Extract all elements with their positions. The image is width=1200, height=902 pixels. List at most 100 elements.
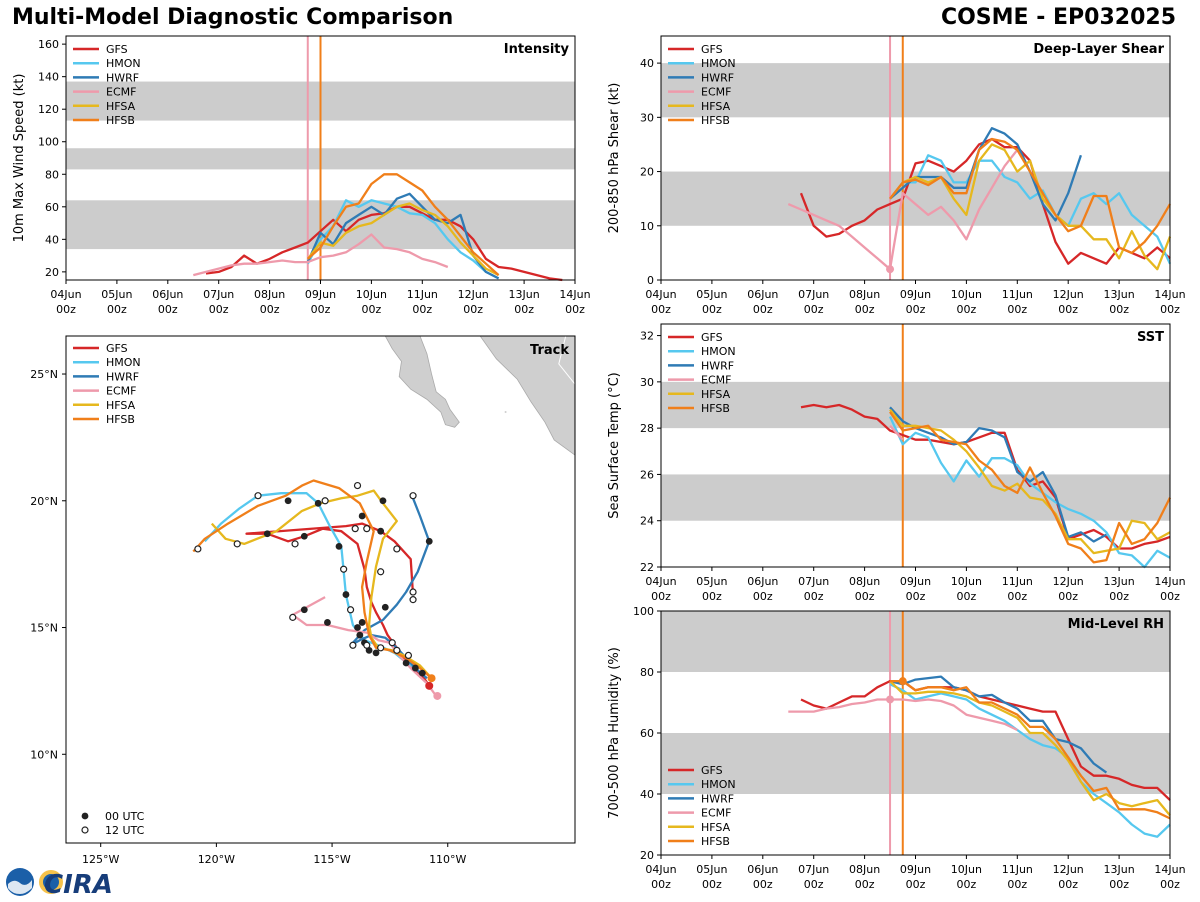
track-12utc-marker (404, 651, 413, 660)
intensity-panel: 20 40 60 80 100 120 140 160 04Jun 00z 05Jun 00z 06Ju… (12, 35, 591, 316)
island (416, 380, 420, 384)
x-tick-label: 05Jun (696, 575, 727, 588)
y-axis-label: 10m Max Wind Speed (kt) (12, 74, 27, 243)
y-tick-label: 20 (640, 849, 654, 862)
mexico-mainland (479, 336, 575, 456)
x-tick-label: 125°W (82, 853, 119, 866)
x-tick-label: 00z (957, 303, 977, 316)
x-tick-label: 09Jun (900, 863, 931, 876)
x-tick-label: 00z (56, 303, 76, 316)
x-tick-label: 04Jun (645, 575, 676, 588)
x-tick-label: 00z (1160, 303, 1180, 316)
legend-label: HMON (701, 778, 736, 791)
x-tick-label: 13Jun (1104, 575, 1135, 588)
x-tick-label: 00z (1007, 590, 1027, 603)
track-12utc-marker (409, 588, 417, 596)
x-tick-label: 04Jun (645, 863, 676, 876)
panel-title: Intensity (504, 42, 570, 57)
logo-text: CIRA (44, 870, 113, 898)
x-tick-label: 00z (753, 590, 773, 603)
y-tick-label: 120 (38, 103, 59, 116)
track-line-ecmf (291, 596, 438, 697)
x-tick-label: 09Jun (900, 575, 931, 588)
track-00utc-marker (358, 619, 366, 626)
y-tick-label: 100 (633, 605, 654, 618)
track-12utc-marker (409, 492, 417, 500)
track-00utc-marker (402, 659, 410, 667)
land (384, 336, 575, 456)
x-tick-label: 00z (804, 303, 824, 316)
legend-label: GFS (106, 342, 128, 355)
y-tick-label: 160 (38, 38, 59, 51)
track-00utc-marker (300, 606, 308, 614)
y-tick-label: 0 (647, 274, 654, 287)
y-tick-label: 20 (45, 266, 59, 279)
legend-label: GFS (701, 764, 723, 777)
y-tick-label: 60 (640, 727, 654, 740)
threshold-band (661, 381, 1170, 429)
y-tick-label: 100 (38, 136, 59, 149)
panel-title: Mid-Level RH (1068, 617, 1164, 632)
x-tick-label: 00z (1007, 878, 1027, 891)
x-tick-label: 00z (1160, 590, 1180, 603)
y-tick-label: 10 (640, 220, 654, 233)
x-tick-label: 00z (412, 303, 432, 316)
x-tick-label: 120°W (198, 853, 235, 866)
x-tick-label: 05Jun (101, 288, 132, 301)
x-tick-label: 00z (107, 303, 127, 316)
threshold-band (661, 733, 1170, 794)
y-tick-label: 80 (640, 666, 654, 679)
x-tick-label: 06Jun (747, 288, 778, 301)
y-tick-label: 30 (640, 111, 654, 124)
x-tick-label: 12Jun (458, 288, 489, 301)
y-tick-label: 22 (640, 561, 654, 574)
x-tick-label: 00z (1109, 590, 1129, 603)
track-12utc-marker (351, 525, 359, 533)
series-line-ecmf (889, 425, 904, 441)
plot-frame (65, 335, 576, 844)
x-tick-label: 04Jun (645, 288, 676, 301)
y-tick-label: 26 (640, 468, 654, 481)
legend-label: HMON (701, 345, 736, 358)
x-tick-label: 00z (565, 303, 585, 316)
x-tick-label: 12Jun (1053, 288, 1084, 301)
series-line-hmon (888, 416, 1171, 569)
x-tick-label: 12Jun (1053, 575, 1084, 588)
x-tick-label: 11Jun (1002, 863, 1033, 876)
series-line-hwrf (889, 127, 1082, 222)
series-line-hwrf (889, 675, 1108, 774)
state-border (558, 336, 575, 385)
legend-label: HWRF (106, 71, 139, 84)
cira-logo: CIRA (4, 866, 114, 902)
storm-title: COSME - EP032025 (940, 5, 1176, 30)
x-tick-label: 00z (651, 590, 671, 603)
track-00utc-marker (372, 649, 380, 657)
x-tick-label: 00z (855, 303, 875, 316)
series-line-gfs (800, 679, 1171, 801)
legend-label: HFSA (106, 399, 136, 412)
track-12utc-marker (346, 606, 355, 614)
legend-label: HWRF (701, 792, 734, 805)
x-tick-label: 09Jun (305, 288, 336, 301)
x-tick-label: 00z (651, 878, 671, 891)
legend-label: GFS (701, 331, 723, 344)
series-line-hwrf (889, 406, 1107, 543)
y-tick-label: 24 (640, 515, 654, 528)
legend-00utc-marker (81, 812, 89, 820)
legend-label: HMON (106, 57, 141, 70)
y-tick-label: 28 (640, 422, 654, 435)
track-00utc-marker (425, 537, 433, 545)
x-tick-label: 11Jun (407, 288, 438, 301)
baja-peninsula (384, 336, 460, 428)
sst-panel: 22 24 26 28 30 32 04Jun 00z 05Jun 00z 06Jun 00z 07Ju… (607, 323, 1186, 603)
threshold-band (661, 474, 1170, 521)
x-tick-label: 13Jun (1104, 288, 1135, 301)
track-12utc-marker (254, 492, 262, 500)
x-tick-label: 00z (1058, 590, 1078, 603)
legend-label: HFSB (106, 413, 135, 426)
x-tick-label: 07Jun (203, 288, 234, 301)
x-tick-label: 00z (753, 878, 773, 891)
init-marker (886, 695, 895, 704)
track-12utc-marker (321, 497, 329, 505)
x-tick-label: 00z (1109, 878, 1129, 891)
